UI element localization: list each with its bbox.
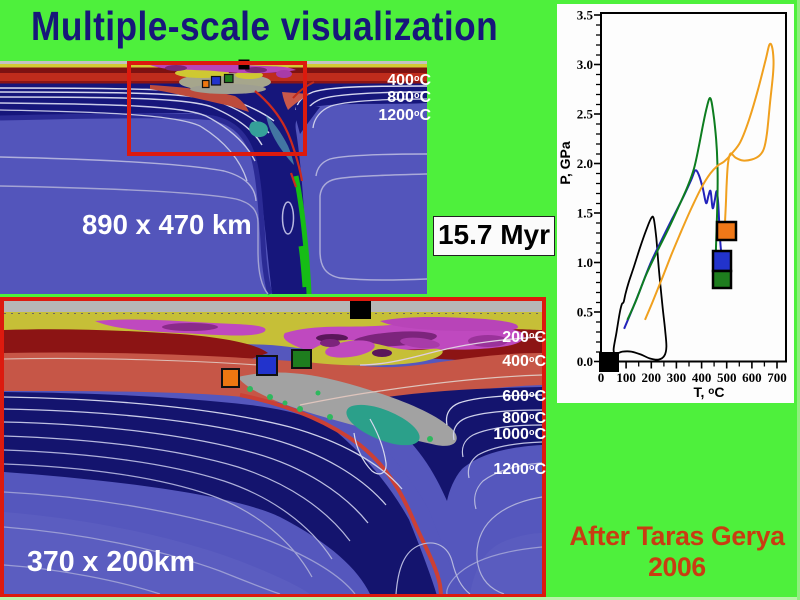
svg-text:200: 200 (642, 370, 662, 385)
svg-text:0: 0 (598, 370, 605, 385)
svg-text:1.5: 1.5 (577, 206, 594, 221)
svg-text:300: 300 (667, 370, 687, 385)
svg-text:1.0: 1.0 (577, 255, 593, 270)
svg-text:2.0: 2.0 (577, 156, 593, 171)
svg-text:2.5: 2.5 (577, 107, 594, 122)
svg-text:0.5: 0.5 (577, 305, 594, 320)
svg-text:P, GPa: P, GPa (557, 141, 573, 185)
svg-text:400: 400 (692, 370, 712, 385)
svg-text:100: 100 (616, 370, 636, 385)
svg-text:3.0: 3.0 (577, 57, 593, 72)
svg-text:0.0: 0.0 (577, 354, 593, 369)
svg-text:700: 700 (767, 370, 787, 385)
svg-text:500: 500 (717, 370, 737, 385)
svg-text:600: 600 (742, 370, 762, 385)
svg-text:3.5: 3.5 (577, 8, 594, 23)
svg-text:T, oC: T, oC (693, 384, 724, 400)
